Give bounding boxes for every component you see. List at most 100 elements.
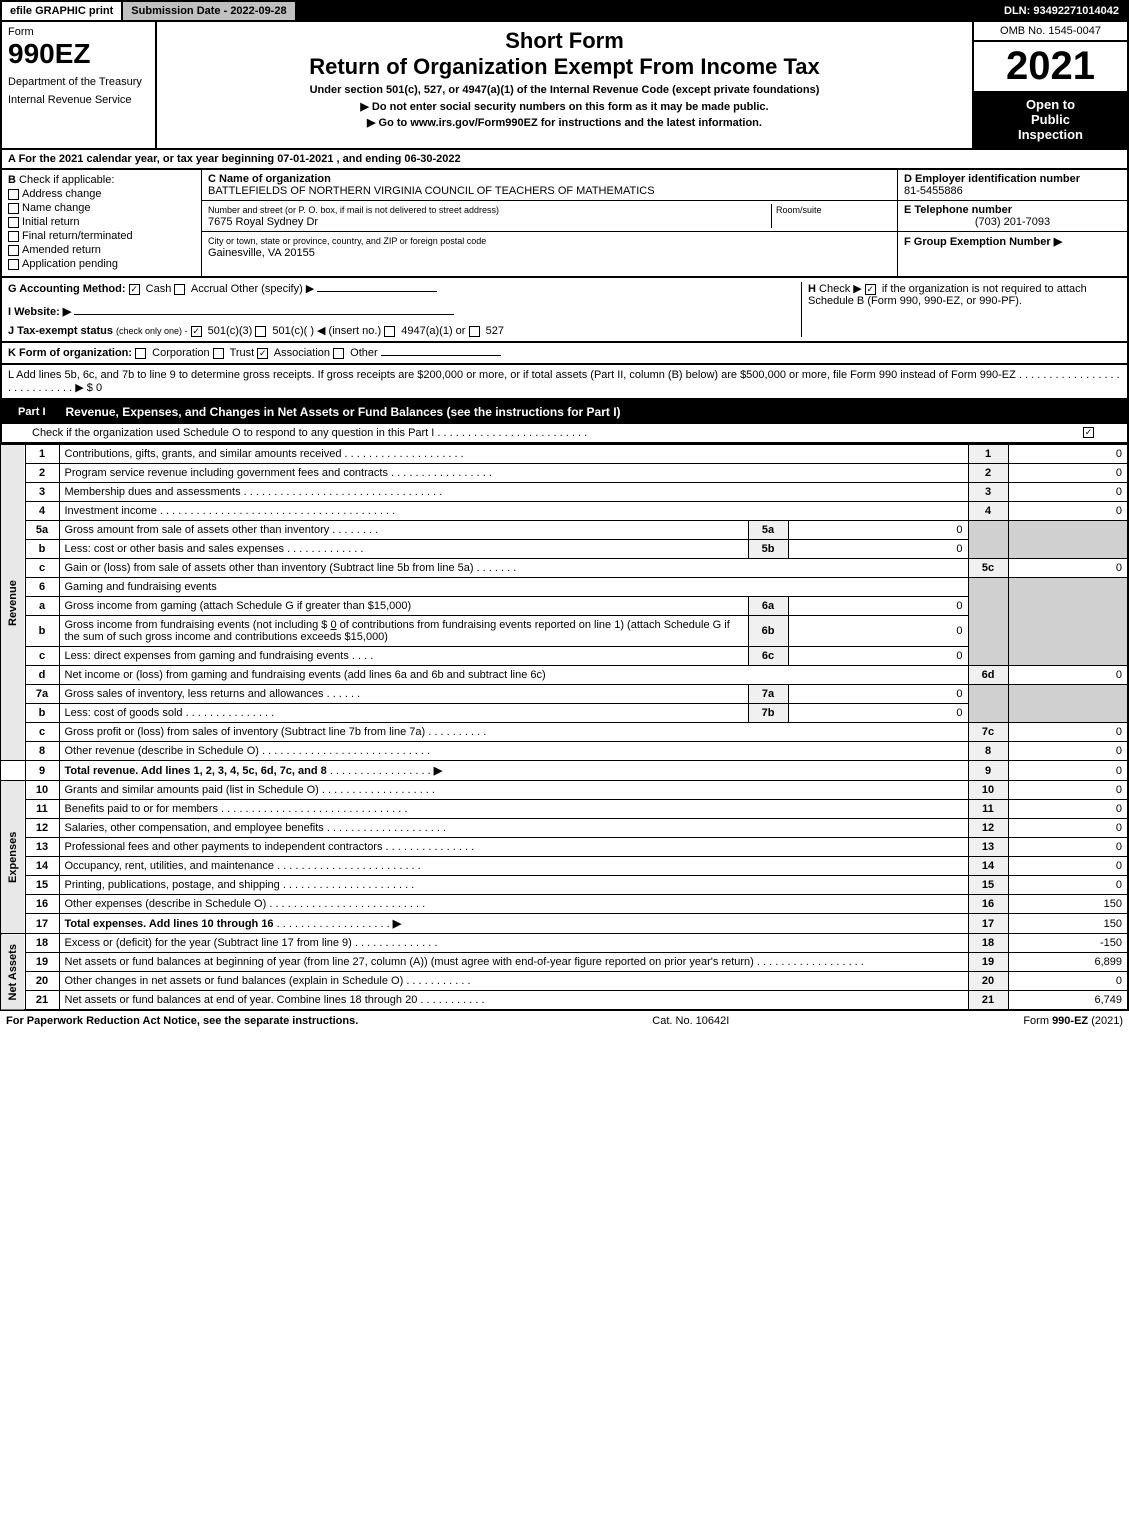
- section-k: K Form of organization: Corporation Trus…: [0, 343, 1129, 365]
- shade-cell: [1008, 685, 1128, 723]
- line-value: 0: [1008, 666, 1128, 685]
- line-num: 17: [25, 914, 59, 934]
- line-desc: Grants and similar amounts paid (list in…: [59, 781, 968, 800]
- line-value: 0: [1008, 464, 1128, 483]
- part1-header: Part I Revenue, Expenses, and Changes in…: [0, 400, 1129, 424]
- efile-label: efile GRAPHIC print: [2, 2, 121, 20]
- checkbox-schedule-o[interactable]: [1083, 427, 1094, 438]
- 501c-label: 501(c)( ) ◀ (insert no.): [272, 325, 381, 337]
- form-number-block: Form 990EZ Department of the Treasury In…: [2, 22, 157, 148]
- g-label: G Accounting Method:: [8, 283, 126, 295]
- checkbox-amended[interactable]: Amended return: [8, 244, 195, 256]
- line-ref: 9: [968, 761, 1008, 781]
- checkbox-name-change[interactable]: Name change: [8, 202, 195, 214]
- l-text: L Add lines 5b, 6c, and 7b to line 9 to …: [8, 369, 1016, 381]
- line-ref: 13: [968, 838, 1008, 857]
- phone: (703) 201-7093: [904, 216, 1121, 228]
- line-num: 16: [25, 895, 59, 914]
- instr-link: ▶ Go to www.irs.gov/Form990EZ for instru…: [163, 116, 966, 129]
- line-ref: 15: [968, 876, 1008, 895]
- arrow-icon: ▶: [434, 765, 442, 777]
- b-check-label: Check if applicable:: [19, 174, 114, 186]
- year-block: OMB No. 1545-0047 2021 Open to Public In…: [972, 22, 1127, 148]
- title-block: Short Form Return of Organization Exempt…: [157, 22, 972, 148]
- other-org-input[interactable]: [381, 355, 501, 356]
- shade-cell: [968, 521, 1008, 559]
- line-num: a: [25, 597, 59, 616]
- checkbox-501c3[interactable]: [191, 326, 202, 337]
- return-title: Return of Organization Exempt From Incom…: [163, 54, 966, 80]
- line-desc: Membership dues and assessments . . . . …: [59, 483, 968, 502]
- checkbox-cash[interactable]: [129, 284, 140, 295]
- checkbox-assoc[interactable]: [257, 348, 268, 359]
- line-num: 3: [25, 483, 59, 502]
- checkbox-address-change[interactable]: Address change: [8, 188, 195, 200]
- line-value: 0: [1008, 857, 1128, 876]
- arrow-icon: ▶: [393, 918, 401, 930]
- footer-right: Form 990-EZ (2021): [1023, 1015, 1123, 1027]
- city: Gainesville, VA 20155: [208, 247, 315, 259]
- irs-label: Internal Revenue Service: [8, 94, 149, 106]
- phone-row: E Telephone number (703) 201-7093: [898, 201, 1127, 232]
- line-desc: Salaries, other compensation, and employ…: [59, 819, 968, 838]
- checkbox-4947[interactable]: [384, 326, 395, 337]
- checkbox-corp[interactable]: [135, 348, 146, 359]
- line-value: 0: [1008, 502, 1128, 521]
- open-line3: Inspection: [980, 127, 1121, 142]
- sub-ref: 6a: [748, 597, 788, 616]
- line-desc: Contributions, gifts, grants, and simila…: [59, 445, 968, 464]
- other-input[interactable]: [317, 291, 437, 292]
- ein-row: D Employer identification number 81-5455…: [898, 170, 1127, 201]
- line-ref: 4: [968, 502, 1008, 521]
- line-num: 4: [25, 502, 59, 521]
- line-num: 12: [25, 819, 59, 838]
- line-desc: Less: cost or other basis and sales expe…: [59, 540, 748, 559]
- line-ref: 17: [968, 914, 1008, 934]
- sub-value: 0: [788, 704, 968, 723]
- checkbox-accrual[interactable]: [174, 284, 185, 295]
- checkbox-501c[interactable]: [255, 326, 266, 337]
- line-value: 0: [1008, 972, 1128, 991]
- city-row: City or town, state or province, country…: [202, 232, 897, 262]
- part1-desc: Revenue, Expenses, and Changes in Net As…: [66, 405, 621, 419]
- line-value: 0: [1008, 445, 1128, 464]
- line-value: 0: [1008, 483, 1128, 502]
- top-bar: efile GRAPHIC print Submission Date - 20…: [0, 0, 1129, 22]
- line-desc: Professional fees and other payments to …: [59, 838, 968, 857]
- b-label: B: [8, 174, 16, 186]
- revenue-side-label: Revenue: [1, 445, 25, 761]
- line-value: 0: [1008, 559, 1128, 578]
- checkbox-schedule-b[interactable]: [865, 284, 876, 295]
- line-value: 0: [1008, 838, 1128, 857]
- checkbox-final-return[interactable]: Final return/terminated: [8, 230, 195, 242]
- sub-value: 0: [788, 597, 968, 616]
- checkbox-trust[interactable]: [213, 348, 224, 359]
- line-desc: Other changes in net assets or fund bala…: [59, 972, 968, 991]
- org-name: BATTLEFIELDS OF NORTHERN VIRGINIA COUNCI…: [208, 185, 655, 197]
- app-pending-label: Application pending: [22, 258, 118, 270]
- 4947-label: 4947(a)(1) or: [401, 325, 465, 337]
- accrual-label: Accrual: [191, 283, 228, 295]
- netassets-side-label: Net Assets: [1, 934, 25, 1011]
- checkbox-527[interactable]: [469, 326, 480, 337]
- line-ref: 14: [968, 857, 1008, 876]
- l-val: ▶ $ 0: [75, 382, 102, 394]
- row-a-text: A For the 2021 calendar year, or tax yea…: [8, 153, 461, 165]
- shade-cell: [1008, 578, 1128, 666]
- shade-cell: [1008, 521, 1128, 559]
- 501c3-label: 501(c)(3): [208, 325, 253, 337]
- line-num: 6: [25, 578, 59, 597]
- line-desc: Gain or (loss) from sale of assets other…: [59, 559, 968, 578]
- cash-label: Cash: [146, 283, 172, 295]
- line-ref: 1: [968, 445, 1008, 464]
- line-ref: 19: [968, 953, 1008, 972]
- checkbox-app-pending[interactable]: Application pending: [8, 258, 195, 270]
- sub-ref: 6b: [748, 616, 788, 647]
- open-public: Open to Public Inspection: [974, 91, 1127, 148]
- line-ref: 11: [968, 800, 1008, 819]
- website-input[interactable]: [74, 314, 454, 315]
- checkbox-other-org[interactable]: [333, 348, 344, 359]
- line-desc: Gross profit or (loss) from sales of inv…: [59, 723, 968, 742]
- checkbox-initial-return[interactable]: Initial return: [8, 216, 195, 228]
- sub-ref: 7a: [748, 685, 788, 704]
